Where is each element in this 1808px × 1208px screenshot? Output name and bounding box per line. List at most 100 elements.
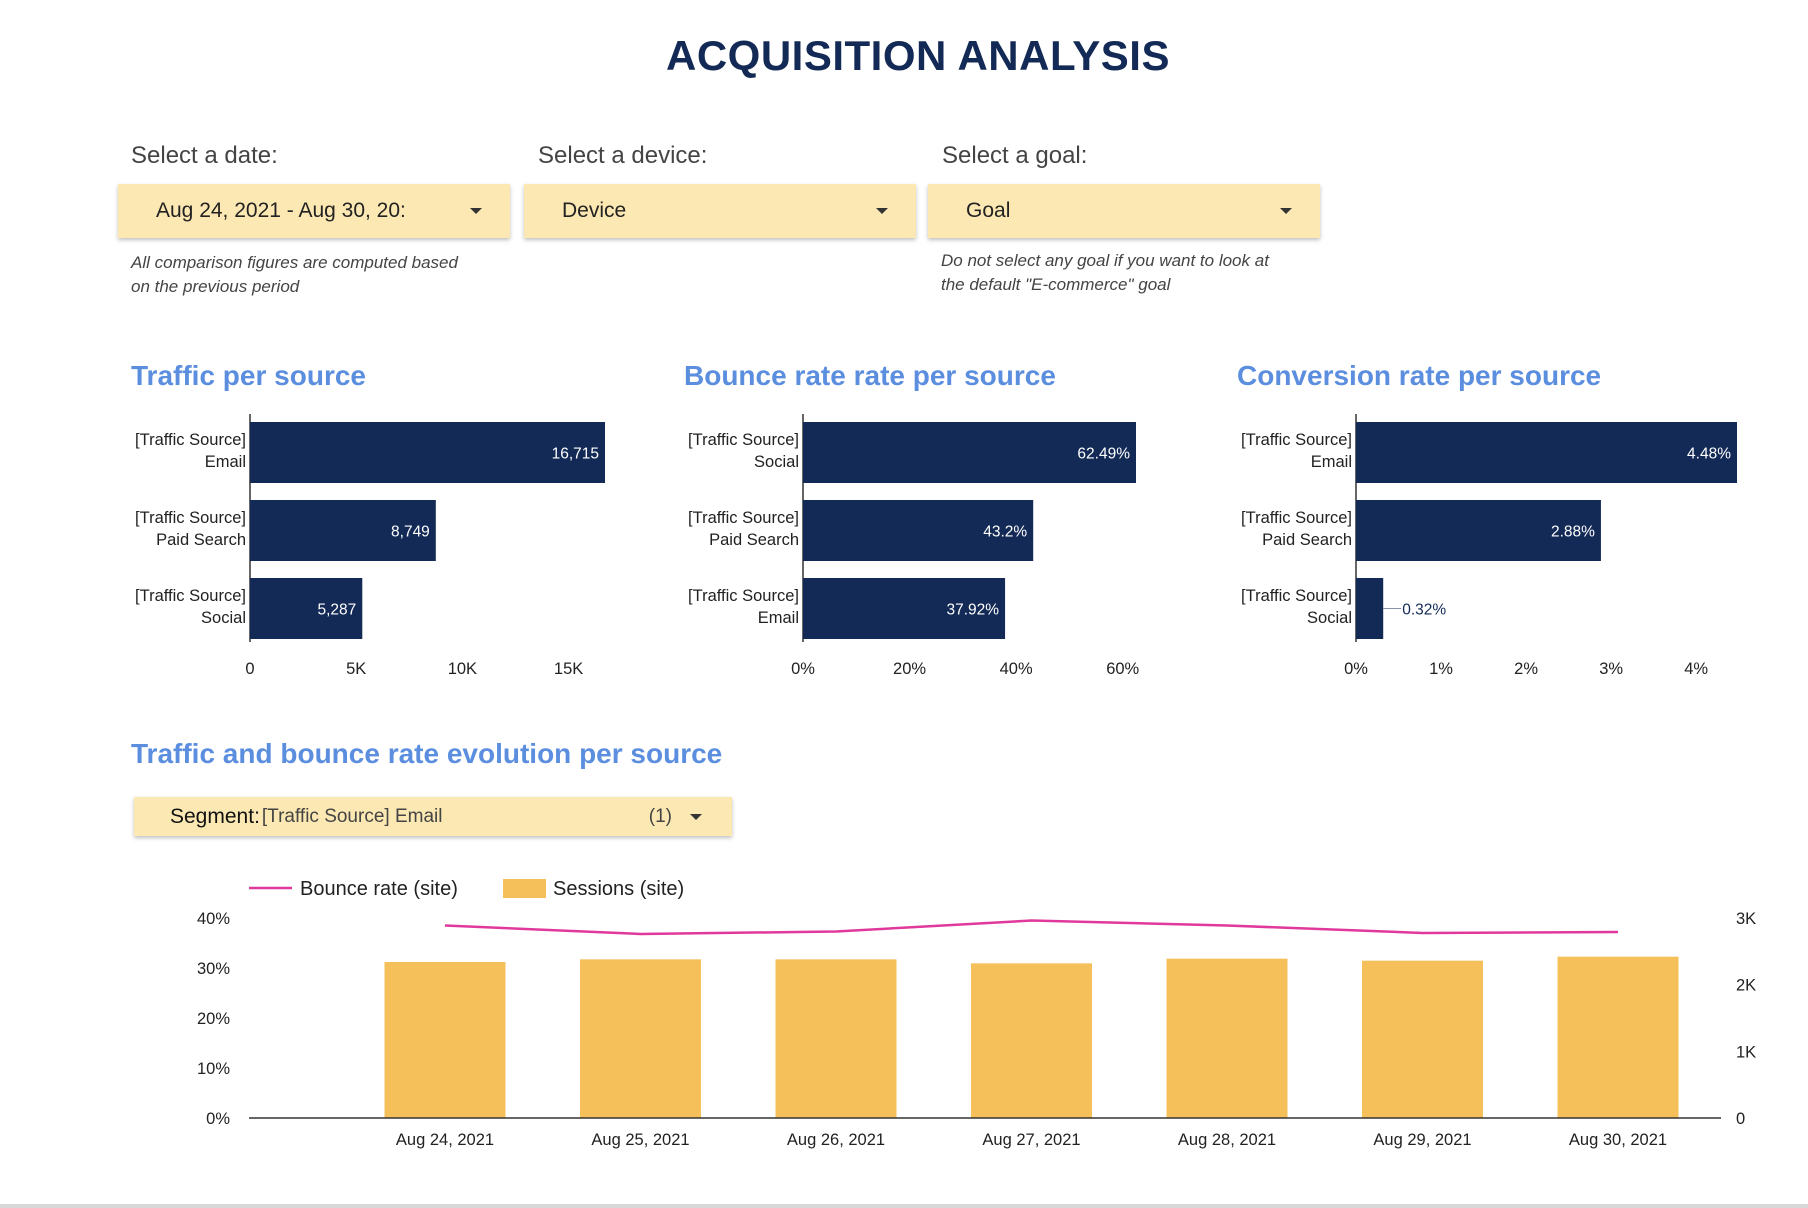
conversion-category-label: Email bbox=[1311, 453, 1352, 471]
bounce-x-tick-label: 0% bbox=[791, 660, 815, 678]
x-tick-label: Aug 26, 2021 bbox=[787, 1131, 885, 1149]
left-y-tick-label: 40% bbox=[197, 910, 230, 928]
page-bottom-border bbox=[0, 1204, 1808, 1208]
conversion-category-label: Paid Search bbox=[1262, 531, 1352, 549]
bounce-value-label: 43.2% bbox=[983, 524, 1027, 541]
bounce-x-tick-label: 40% bbox=[1000, 660, 1033, 678]
sessions-bar[interactable] bbox=[580, 959, 701, 1118]
chevron-down-icon bbox=[876, 208, 888, 214]
segment-dropdown[interactable]: Segment: [Traffic Source] Email (1) bbox=[134, 797, 732, 836]
legend-bounce-label: Bounce rate (site) bbox=[300, 878, 458, 900]
traffic-category-label: Social bbox=[201, 609, 246, 627]
conversion-value-label: 0.32% bbox=[1402, 602, 1446, 619]
x-tick-label: Aug 25, 2021 bbox=[591, 1131, 689, 1149]
traffic-x-tick-label: 0 bbox=[245, 660, 254, 678]
bounce-x-tick-label: 60% bbox=[1106, 660, 1139, 678]
bounce-bar[interactable] bbox=[803, 578, 1006, 639]
left-y-tick-label: 10% bbox=[197, 1060, 230, 1078]
segment-colon: : bbox=[254, 804, 260, 828]
sessions-bar[interactable] bbox=[384, 962, 506, 1118]
traffic-bar[interactable] bbox=[250, 500, 436, 561]
conversion-x-tick-label: 1% bbox=[1429, 660, 1453, 678]
x-tick-label: Aug 27, 2021 bbox=[982, 1131, 1080, 1149]
conversion-x-tick-label: 0% bbox=[1344, 660, 1368, 678]
sessions-bar[interactable] bbox=[971, 963, 1092, 1118]
traffic-x-tick-label: 10K bbox=[448, 660, 477, 678]
date-note: All comparison figures are computed base… bbox=[131, 251, 458, 299]
chevron-down-icon bbox=[470, 208, 482, 214]
traffic-value-label: 16,715 bbox=[552, 446, 599, 463]
sessions-bar[interactable] bbox=[1362, 960, 1483, 1118]
traffic-category-label: [Traffic Source] bbox=[135, 587, 246, 605]
goal-filter-label: Select a goal: bbox=[942, 142, 1088, 169]
date-note-line2: on the previous period bbox=[131, 277, 300, 296]
x-tick-label: Aug 30, 2021 bbox=[1569, 1131, 1667, 1149]
traffic-bar[interactable] bbox=[250, 422, 605, 483]
bounce-rate-line[interactable] bbox=[444, 919, 1619, 936]
left-y-tick-label: 30% bbox=[197, 960, 230, 978]
bounce-category-label: [Traffic Source] bbox=[688, 587, 799, 605]
bounce-category-label: Email bbox=[758, 609, 799, 627]
traffic-bar[interactable] bbox=[250, 578, 363, 639]
bounce-value-label: 37.92% bbox=[946, 602, 999, 619]
conversion-value-label: 4.48% bbox=[1687, 446, 1731, 463]
conversion-category-label: [Traffic Source] bbox=[1241, 587, 1352, 605]
left-y-tick-label: 0% bbox=[206, 1110, 230, 1128]
bounce-chart-title: Bounce rate rate per source bbox=[684, 360, 1056, 391]
right-y-tick-label: 1K bbox=[1736, 1043, 1756, 1061]
date-dropdown[interactable]: Aug 24, 2021 - Aug 30, 20: bbox=[118, 184, 510, 238]
conversion-x-tick-label: 4% bbox=[1684, 660, 1708, 678]
traffic-category-label: [Traffic Source] bbox=[135, 509, 246, 527]
chevron-down-icon bbox=[690, 813, 702, 820]
right-y-tick-label: 0 bbox=[1736, 1110, 1745, 1128]
goal-note-line2: the default "E-commerce" goal bbox=[941, 275, 1171, 294]
sessions-bar[interactable] bbox=[1557, 956, 1679, 1118]
goal-dropdown[interactable]: Goal bbox=[928, 184, 1320, 238]
x-tick-label: Aug 24, 2021 bbox=[396, 1131, 494, 1149]
conversion-chart-title: Conversion rate per source bbox=[1237, 360, 1602, 391]
sessions-bar[interactable] bbox=[1166, 958, 1288, 1118]
evolution-chart-title: Traffic and bounce rate evolution per so… bbox=[131, 738, 723, 769]
traffic-category-label: Email bbox=[205, 453, 246, 471]
page-title: ACQUISITION ANALYSIS bbox=[666, 32, 1170, 79]
traffic-per-source-chart: [Traffic Source] Email 16,715 [Traffic Sour… bbox=[135, 414, 605, 678]
date-dropdown-value: Aug 24, 2021 - Aug 30, 20: bbox=[156, 199, 406, 222]
traffic-chart-title: Traffic per source bbox=[131, 360, 366, 391]
traffic-bounce-evolution-chart: Bounce rate (site) Sessions (site) 0% 10% 20… bbox=[197, 878, 1756, 1149]
conversion-bar[interactable] bbox=[1356, 422, 1737, 483]
device-filter-label: Select a device: bbox=[538, 142, 708, 169]
traffic-x-tick-label: 5K bbox=[346, 660, 366, 678]
bounce-bar[interactable] bbox=[803, 422, 1136, 483]
traffic-category-label: [Traffic Source] bbox=[135, 431, 246, 449]
right-y-tick-label: 3K bbox=[1736, 910, 1756, 928]
bounce-category-label: Social bbox=[754, 453, 799, 471]
x-tick-label: Aug 28, 2021 bbox=[1178, 1131, 1276, 1149]
segment-key: Segment bbox=[170, 804, 255, 828]
conversion-value-label: 2.88% bbox=[1551, 524, 1595, 541]
legend-sessions-swatch bbox=[503, 879, 546, 898]
bounce-bar[interactable] bbox=[803, 500, 1034, 561]
bounce-x-tick-label: 20% bbox=[893, 660, 926, 678]
segment-value: [Traffic Source] Email bbox=[261, 805, 443, 827]
goal-note-line1: Do not select any goal if you want to lo… bbox=[941, 251, 1269, 270]
x-tick-label: Aug 29, 2021 bbox=[1373, 1131, 1471, 1149]
left-y-tick-label: 20% bbox=[197, 1010, 230, 1028]
device-dropdown[interactable]: Device bbox=[524, 184, 916, 238]
date-filter-label: Select a date: bbox=[131, 142, 278, 169]
bounce-category-label: [Traffic Source] bbox=[688, 509, 799, 527]
conversion-category-label: [Traffic Source] bbox=[1241, 509, 1352, 527]
conversion-bar[interactable] bbox=[1356, 500, 1601, 561]
bounce-value-label: 62.49% bbox=[1077, 446, 1130, 463]
sessions-bar[interactable] bbox=[775, 959, 897, 1118]
bounce-rate-per-source-chart: [Traffic Source] Social 62.49% [Traffic Sou… bbox=[688, 414, 1140, 678]
goal-note: Do not select any goal if you want to lo… bbox=[941, 249, 1269, 297]
bounce-category-label: Paid Search bbox=[709, 531, 799, 549]
conversion-x-tick-label: 3% bbox=[1599, 660, 1623, 678]
bounce-category-label: [Traffic Source] bbox=[688, 431, 799, 449]
traffic-value-label: 8,749 bbox=[391, 524, 430, 541]
date-note-line1: All comparison figures are computed base… bbox=[131, 253, 458, 272]
legend-sessions-label: Sessions (site) bbox=[553, 878, 684, 900]
conversion-category-label: [Traffic Source] bbox=[1241, 431, 1352, 449]
conversion-bar[interactable] bbox=[1356, 578, 1384, 639]
traffic-category-label: Paid Search bbox=[156, 531, 246, 549]
